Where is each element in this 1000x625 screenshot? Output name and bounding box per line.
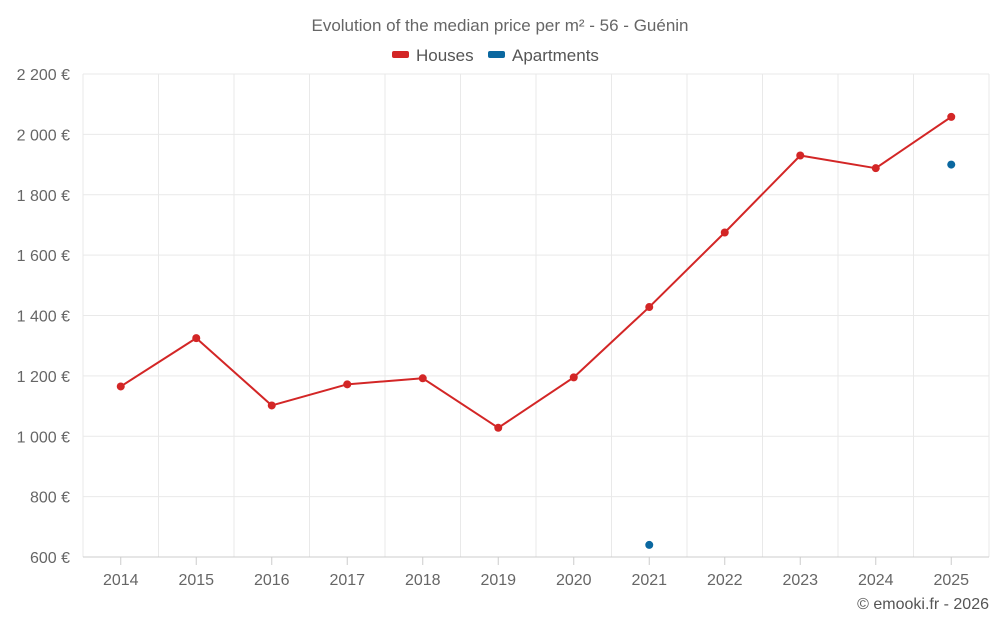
legend-swatch-houses [392,51,409,58]
y-tick-label: 1 200 € [17,369,70,386]
y-tick-label: 1 600 € [17,248,70,265]
x-tick-label: 2020 [556,572,592,589]
data-point-houses[interactable] [116,382,125,391]
x-tick-label: 2023 [782,572,818,589]
data-point-houses[interactable] [720,228,729,237]
data-point-houses[interactable] [569,373,578,382]
data-point-houses[interactable] [494,423,503,432]
x-tick-label: 2024 [858,572,894,589]
y-tick-label: 600 € [30,550,70,567]
series-line-houses [120,116,952,429]
legend-item-apartments[interactable]: Apartments [488,46,599,65]
y-tick-label: 1 000 € [17,429,70,446]
data-point-apartments[interactable] [947,160,956,169]
legend-label-houses: Houses [416,46,474,65]
x-axis: 2014 2015 2016 2017 2018 2019 2020 2021 2022 2023… [83,556,989,589]
data-point-houses[interactable] [871,164,880,173]
x-tick-label: 2017 [329,572,365,589]
data-point-houses[interactable] [192,334,201,343]
x-tick-label: 2019 [480,572,516,589]
legend-swatch-apartments [488,51,505,58]
x-tick-label: 2014 [103,572,139,589]
series-layer [116,112,956,549]
legend-label-apartments: Apartments [512,46,599,65]
grid [82,73,990,557]
data-point-houses[interactable] [343,380,352,389]
data-point-houses[interactable] [418,374,427,383]
x-tick-label: 2015 [178,572,214,589]
y-tick-label: 2 000 € [17,127,70,144]
x-tick-label: 2022 [707,572,743,589]
data-point-houses[interactable] [796,151,805,160]
y-tick-label: 1 400 € [17,309,70,326]
y-tick-label: 1 800 € [17,188,70,205]
chart-title: Evolution of the median price per m² - 5… [311,16,688,35]
y-tick-label: 800 € [30,490,70,507]
data-point-houses[interactable] [267,401,276,410]
data-point-houses[interactable] [947,112,956,121]
y-tick-label: 2 200 € [17,67,70,84]
credit-text: © emooki.fr - 2026 [857,596,989,613]
data-point-houses[interactable] [645,303,654,312]
legend-item-houses[interactable]: Houses [392,46,474,65]
x-tick-label: 2016 [254,572,290,589]
x-tick-label: 2021 [631,572,667,589]
legend: Houses Apartments [392,46,599,65]
x-tick-label: 2025 [933,572,969,589]
data-point-apartments[interactable] [645,540,654,549]
y-axis: 600 € 800 € 1 000 € 1 200 € 1 400 € 1 600 € 1 … [17,67,70,567]
x-tick-label: 2018 [405,572,441,589]
